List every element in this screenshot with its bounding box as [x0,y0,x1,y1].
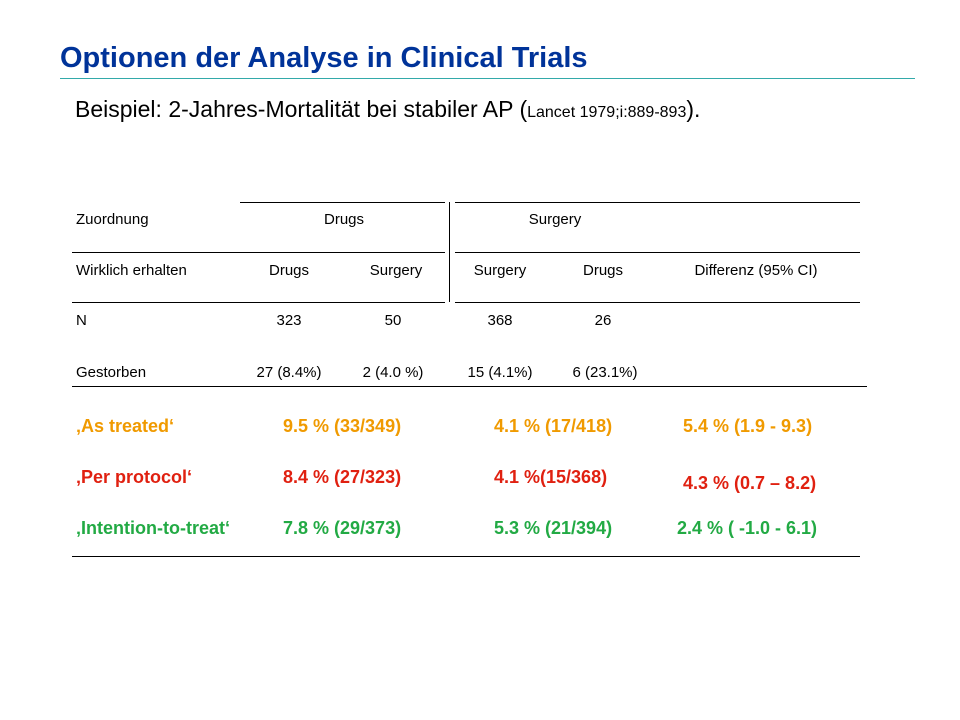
row-label-erhalten: Wirklich erhalten [76,262,187,279]
header-surgery-received-drugs: Drugs [582,262,624,279]
group-header-drugs: Drugs [323,211,365,228]
page-title: Optionen der Analyse in Clinical Trials [60,42,588,74]
itt-difference: 2.4 % ( -1.0 - 6.1) [677,518,818,538]
as-treated-difference: 5.4 % (1.9 - 9.3) [683,416,813,436]
row-label-zuordnung: Zuordnung [76,211,149,228]
subtitle: Beispiel: 2-Jahres-Mortalität bei stabil… [75,96,700,123]
header-surgery-received-surgery: Surgery [473,262,527,279]
n-surgery-surgery: 368 [487,312,513,329]
table-rule-2-left [72,302,445,303]
per-protocol-difference: 4.3 % (0.7 – 8.2) [683,473,817,493]
table-rule-bottom [72,556,860,557]
header-difference: Differenz (95% CI) [694,262,818,279]
n-drugs-surgery: 50 [384,312,402,329]
row-label-gestorben: Gestorben [76,364,147,381]
itt-surgery: 5.3 % (21/394) [494,518,613,538]
itt-label: ‚Intention-to-treat‘ [76,518,230,538]
deaths-drugs-drugs: 27 (8.4%) [256,364,322,381]
title-underline [60,78,915,79]
as-treated-surgery: 4.1 % (17/418) [494,416,613,436]
group-separator [449,202,450,302]
n-drugs-drugs: 323 [276,312,302,329]
subtitle-reference: Lancet 1979;i:889-893 [527,104,687,121]
header-drugs-received-drugs: Drugs [268,262,310,279]
table-rule-top-drugs [240,202,445,203]
deaths-surgery-surgery: 15 (4.1%) [467,364,533,381]
table-rule-3 [72,386,867,387]
table-rule-top-surgery [455,202,860,203]
row-label-n: N [76,312,87,329]
n-surgery-drugs: 26 [594,312,612,329]
as-treated-label: ‚As treated‘ [76,416,175,436]
per-protocol-label: ‚Per protocol‘ [76,467,193,487]
per-protocol-surgery: 4.1 %(15/368) [494,467,608,487]
subtitle-main: Beispiel: 2-Jahres-Mortalität bei stabil… [75,96,528,122]
as-treated-drugs: 9.5 % (33/349) [283,416,402,436]
itt-drugs: 7.8 % (29/373) [283,518,402,538]
per-protocol-drugs: 8.4 % (27/323) [283,467,402,487]
header-drugs-received-surgery: Surgery [369,262,423,279]
table-rule-2-right [455,302,860,303]
subtitle-end: ). [686,96,701,122]
deaths-surgery-drugs: 6 (23.1%) [572,364,638,381]
group-header-surgery: Surgery [528,211,582,228]
deaths-drugs-surgery: 2 (4.0 %) [362,364,424,381]
table-rule-1-right [455,252,860,253]
table-rule-1-left [72,252,445,253]
